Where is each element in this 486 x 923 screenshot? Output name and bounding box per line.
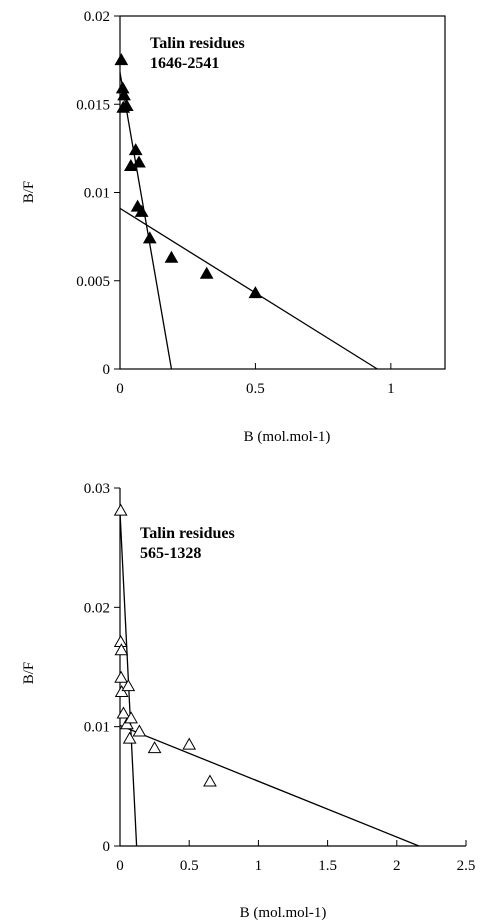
x-axis-label: B (mol.mol-1) [244,429,331,445]
chart-title-line-2: 565-1328 [140,545,201,562]
y-tick-label: 0.01 [84,186,110,202]
data-point [114,53,129,66]
data-point [199,266,214,279]
data-point [117,88,131,101]
fit-line-1 [119,72,173,370]
data-point [116,706,131,719]
chart-title-line-1: Talin residues [140,525,235,542]
x-tick-label: 0 [116,858,124,874]
data-point [203,774,217,787]
fit-lines-group [119,511,420,847]
data-point [248,286,263,299]
x-tick-label: 2.5 [457,858,476,874]
y-tick-label: 0.02 [84,9,110,25]
fit-line-2 [119,724,420,847]
y-tick-label: 0.015 [76,97,110,113]
x-tick-label: 2 [393,858,401,874]
ticks-group: 0 0.5 1 1.5 2 2.5 0 0.01 0.02 0.03 [84,481,476,874]
chart-title-line-2: 1646-2541 [150,55,219,72]
y-tick-label: 0 [103,839,111,855]
data-point [114,643,129,656]
y-axis-label: B/F [21,181,37,204]
data-point [128,143,143,156]
data-point [119,99,134,112]
y-tick-label: 0.01 [84,720,110,736]
data-point [122,731,137,744]
ticks-group: 0 0.5 1 0 0.005 0.01 0.015 0.02 [76,9,394,397]
fit-line-2 [119,207,378,370]
x-tick-label: 1 [255,858,263,874]
y-axis-label: B/F [21,662,37,685]
y-tick-label: 0.02 [84,600,110,616]
data-point [114,685,129,698]
scatter-chart-565-1328: 0 0.5 1 1.5 2 2.5 0 0.01 0.02 0.03 Talin residues… [21,481,476,921]
y-tick-label: 0.005 [76,274,110,290]
x-tick-label: 0.5 [180,858,199,874]
data-point [164,250,179,263]
y-tick-label: 0 [103,362,111,378]
x-tick-label: 1 [387,381,395,397]
data-point [142,231,157,244]
x-tick-label: 0.5 [246,381,265,397]
x-axis-label: B (mol.mol-1) [240,905,327,921]
data-point [147,741,162,754]
points-group [114,53,263,299]
fit-line-1 [119,511,138,847]
data-point [132,155,146,168]
data-point [132,724,147,737]
y-tick-label: 0.03 [84,481,110,497]
points-group [113,503,217,787]
plot-frame [119,488,466,847]
data-point [114,670,128,683]
data-point [124,711,138,724]
data-point [182,737,197,750]
fit-lines-group [119,72,378,370]
data-point [120,717,134,730]
x-tick-label: 1.5 [318,858,337,874]
chart-title-line-1: Talin residues [150,35,245,52]
x-tick-label: 0 [116,381,124,397]
data-point [134,204,149,217]
data-point [113,503,128,516]
data-point [121,679,136,692]
